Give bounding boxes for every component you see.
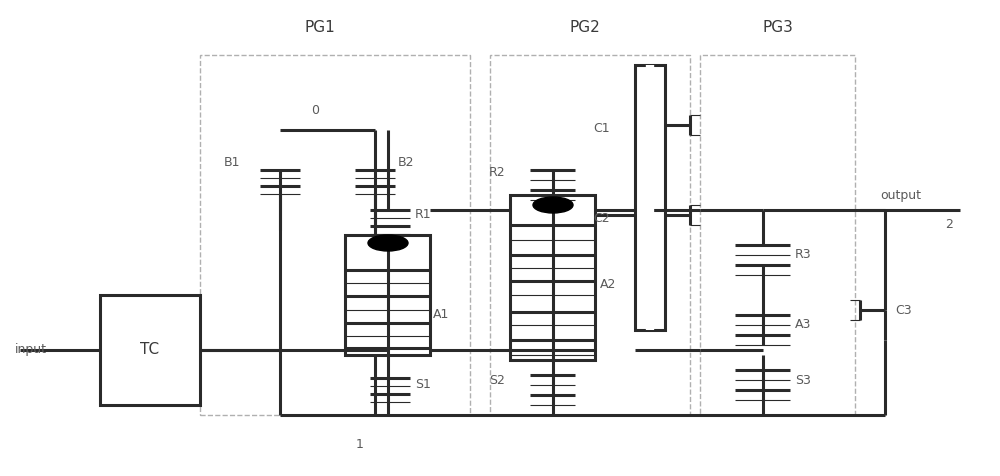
- Text: TC: TC: [140, 343, 160, 357]
- Bar: [345, 235, 430, 355]
- Text: S1: S1: [415, 378, 431, 391]
- Text: R2: R2: [488, 167, 505, 179]
- Bar: [200, 55, 470, 415]
- Ellipse shape: [533, 197, 573, 213]
- Text: A2: A2: [600, 278, 616, 291]
- Text: input: input: [15, 344, 47, 357]
- Text: R1: R1: [415, 208, 432, 221]
- Text: A1: A1: [433, 308, 449, 321]
- Text: 1: 1: [356, 438, 364, 452]
- Ellipse shape: [368, 235, 408, 251]
- Text: S3: S3: [795, 374, 811, 387]
- Text: C1: C1: [593, 121, 610, 135]
- Text: A3: A3: [795, 318, 811, 331]
- Bar: [700, 55, 855, 415]
- Bar: [100, 295, 200, 405]
- Text: 2: 2: [945, 218, 953, 231]
- Text: B2: B2: [398, 156, 415, 169]
- Text: 0: 0: [311, 103, 319, 117]
- Text: B1: B1: [224, 156, 240, 169]
- Text: PG1: PG1: [305, 20, 335, 36]
- Bar: [510, 195, 595, 360]
- Bar: [635, 65, 665, 330]
- Text: C3: C3: [895, 304, 912, 317]
- Text: PG2: PG2: [570, 20, 600, 36]
- Text: C2: C2: [593, 211, 610, 225]
- Text: PG3: PG3: [763, 20, 793, 36]
- Text: S2: S2: [489, 374, 505, 387]
- Bar: [490, 55, 690, 415]
- Text: output: output: [880, 188, 921, 201]
- Text: R3: R3: [795, 248, 812, 261]
